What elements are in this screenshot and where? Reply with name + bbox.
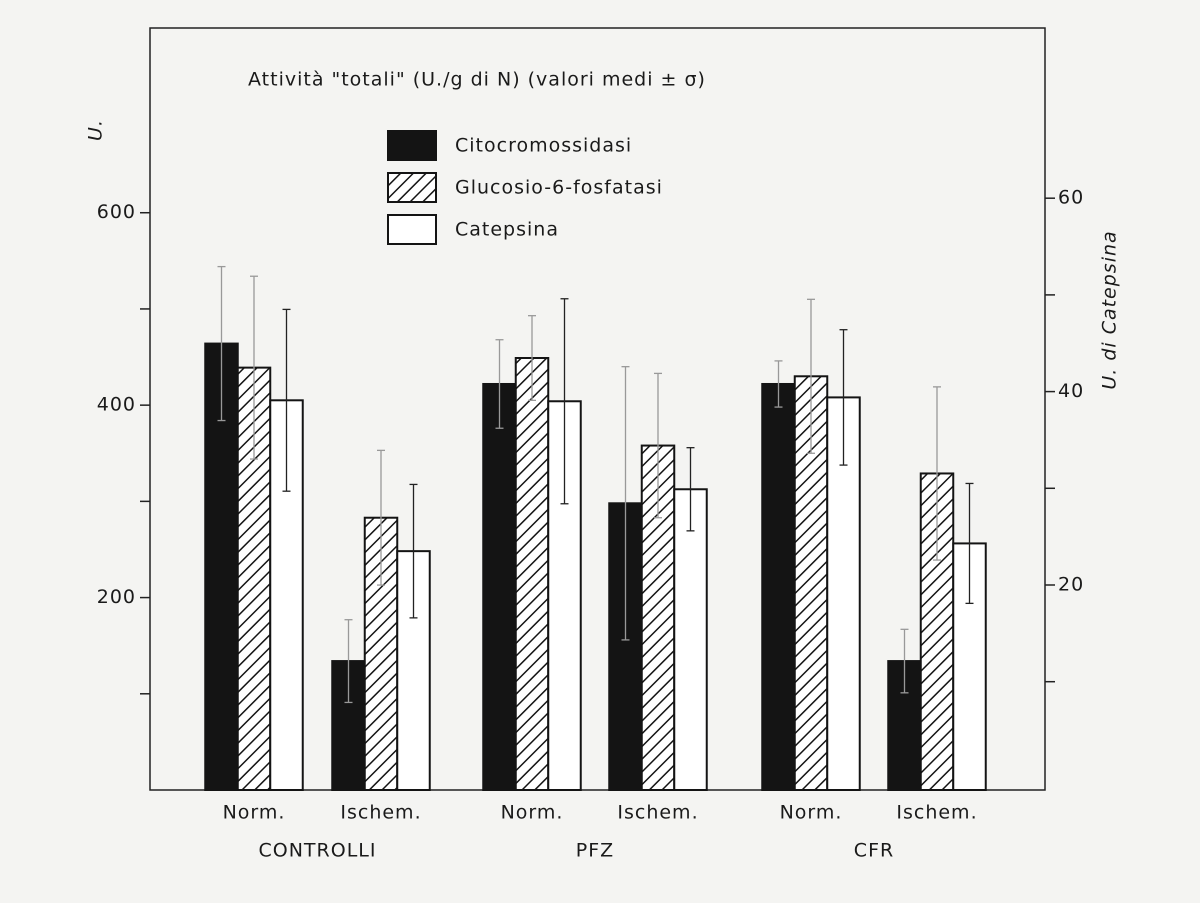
y-tick-label: 600 — [97, 201, 136, 223]
y2-tick-label: 40 — [1058, 380, 1084, 402]
x-tick-label: Norm. — [780, 802, 843, 824]
x-tick-label: Ischem. — [340, 802, 421, 824]
x-tick-label: Norm. — [223, 802, 286, 824]
legend-swatch — [387, 130, 437, 161]
legend-swatch — [387, 214, 437, 245]
x-tick-label: Ischem. — [896, 802, 977, 824]
x-tick-label: Ischem. — [617, 802, 698, 824]
bar — [761, 382, 796, 791]
bar — [482, 382, 517, 791]
y-tick-label: 200 — [97, 586, 136, 608]
y2-tick-label: 60 — [1058, 187, 1084, 209]
bar — [514, 357, 550, 791]
legend-label: Glucosio-6-fosfatasi — [455, 177, 663, 199]
group-label: CONTROLLI — [259, 840, 377, 862]
y2-axis-label: U. di Catepsina — [1099, 230, 1121, 389]
chart-title: Attività "totali" (U./g di N) (valori me… — [248, 69, 706, 91]
group-label: PFZ — [576, 840, 614, 862]
bar — [673, 488, 708, 791]
y-axis-label: U. — [85, 119, 107, 141]
legend-label: Catepsina — [455, 219, 559, 241]
legend-label: Citocromossidasi — [455, 135, 632, 157]
legend-swatch — [387, 172, 437, 203]
y2-tick-label: 20 — [1058, 573, 1084, 595]
group-label: CFR — [854, 840, 894, 862]
plot-frame — [149, 27, 1046, 791]
x-tick-label: Norm. — [501, 802, 564, 824]
y-tick-label: 400 — [97, 394, 136, 416]
